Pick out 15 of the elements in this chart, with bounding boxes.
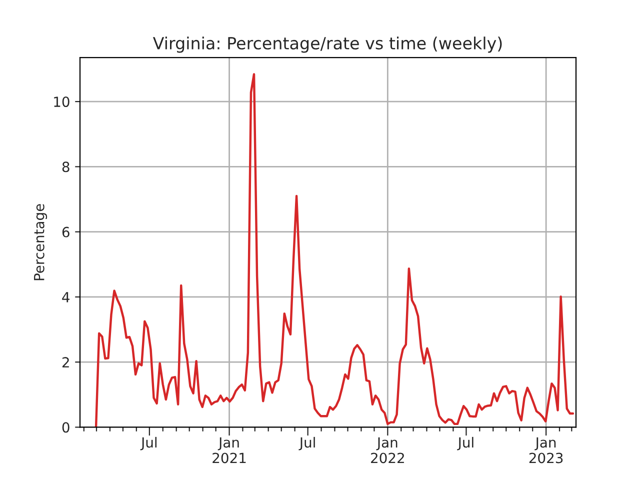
chart-title: Virginia: Percentage/rate vs time (weekly): [152, 36, 502, 53]
y-tick-label: 8: [62, 162, 70, 172]
y-tick-label: 4: [62, 292, 70, 302]
y-tick-label: 2: [62, 357, 69, 368]
y-tick-label: 6: [62, 226, 70, 238]
x-tick-label: Jul: [298, 436, 315, 450]
x-tick-label: Jul: [457, 436, 474, 450]
y-tick-label: 10: [54, 96, 70, 108]
x-tick-label: Jan 2023: [529, 437, 563, 464]
x-tick-label: Jul: [140, 436, 157, 450]
y-tick-label: 0: [62, 422, 70, 433]
line-series: [94, 73, 574, 428]
y-axis-title: Percentage: [34, 204, 48, 280]
x-tick-label: Jan 2022: [371, 437, 404, 464]
x-tick-label: Jan 2021: [212, 437, 246, 464]
